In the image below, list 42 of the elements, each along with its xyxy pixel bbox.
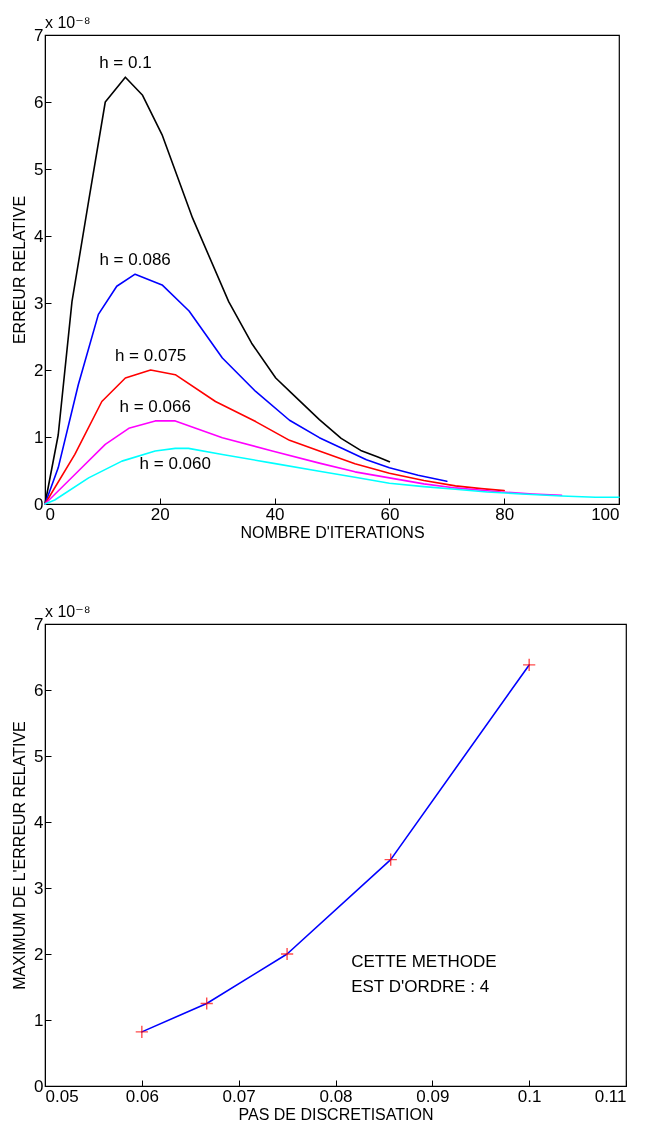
y-tick-label: 6 <box>34 92 44 112</box>
y-tick-label: 3 <box>34 878 44 898</box>
x-tick-label: 80 <box>495 504 515 524</box>
y-tick-label: 7 <box>34 25 44 45</box>
y-tick-label: 1 <box>34 427 44 447</box>
x-tick-label: 40 <box>265 504 285 524</box>
series-label: h = 0.1 <box>99 53 152 73</box>
x-axis-title: PAS DE DISCRETISATION <box>238 1105 434 1123</box>
y-tick-label: 6 <box>34 680 44 700</box>
line-series <box>44 273 448 505</box>
x-tick-label: 0.06 <box>125 1086 159 1106</box>
line-series <box>141 664 530 1033</box>
x-tick-label: 0.09 <box>416 1086 450 1106</box>
x-tick-label: 0.07 <box>222 1086 256 1106</box>
series-label: h = 0.086 <box>99 250 171 270</box>
annotation: CETTE METHODE EST D'ORDRE : 4 <box>351 952 497 997</box>
series-label: h = 0.075 <box>114 346 187 365</box>
series-label: h = 0.066 <box>119 396 191 416</box>
y-tick-label: 3 <box>34 293 44 313</box>
x-tick-label: 0.05 <box>45 1086 79 1106</box>
y-tick-label: 7 <box>34 614 44 634</box>
line-series <box>44 447 620 505</box>
y-tick-label: 4 <box>34 812 44 832</box>
y-tick-label: 2 <box>34 360 44 380</box>
x-tick-label: 100 <box>591 504 620 524</box>
y-axis-title: ERREUR RELATIVE <box>11 195 29 345</box>
x-tick-label: 0.11 <box>594 1086 627 1106</box>
x-tick-label: 60 <box>380 504 400 524</box>
x-tick-label: 0.1 <box>517 1086 542 1106</box>
y-tick-label: 4 <box>34 226 44 246</box>
text: x 10⁻⁸ <box>45 603 91 620</box>
x-tick-label: 0.08 <box>319 1086 353 1106</box>
y-tick-label: 5 <box>34 746 44 766</box>
series-label: h = 0.060 <box>139 454 211 474</box>
x-tick-label: 20 <box>150 504 170 524</box>
y-tick-label: 5 <box>34 159 44 179</box>
text: x 10⁻⁸ <box>45 14 91 31</box>
y-axis-title: MAXIMUM DE L'ERREUR RELATIVE <box>11 721 29 990</box>
y-tick-label: 1 <box>34 1010 44 1030</box>
y-tick-label: 2 <box>34 944 44 964</box>
x-axis-title: NOMBRE D'ITERATIONS <box>240 523 425 541</box>
line-series <box>44 420 563 505</box>
